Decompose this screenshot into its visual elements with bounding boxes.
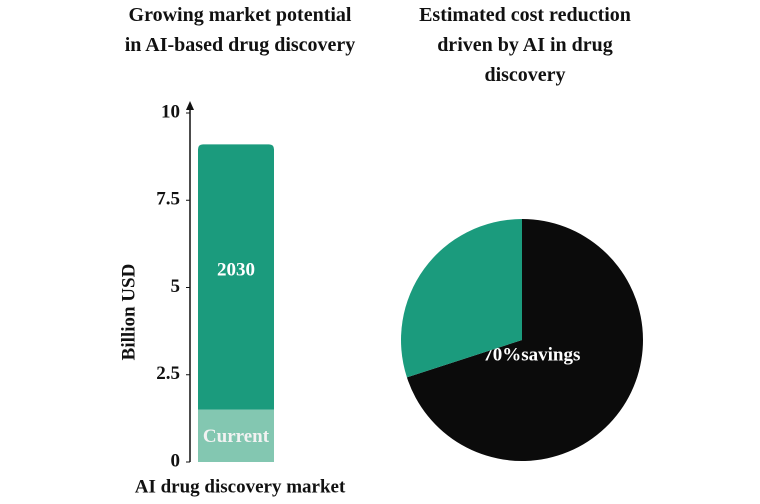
bar-chart-title: Growing market potential in AI-based dru…	[124, 4, 356, 56]
slice-label: 70%savings	[483, 345, 580, 366]
bar-segment	[198, 409, 274, 462]
y-tick-label: 2.5	[156, 363, 180, 384]
y-tick-label: 10	[161, 101, 180, 122]
segment-label: Current	[203, 426, 270, 447]
pie-slice	[406, 219, 643, 461]
bar-segment	[198, 144, 274, 410]
x-axis-label: AI drug discovery market	[135, 476, 346, 497]
y-axis-arrow	[186, 101, 194, 110]
y-tick-label: 7.5	[156, 189, 180, 210]
y-axis-label: Billion USD	[118, 264, 139, 361]
y-tick-label: 0	[171, 450, 181, 471]
segment-label: 2030	[217, 259, 255, 280]
pie-chart-title: Estimated cost reduction driven by AI in…	[419, 4, 631, 86]
y-tick-label: 5	[171, 276, 181, 297]
pie-slice	[401, 219, 522, 378]
